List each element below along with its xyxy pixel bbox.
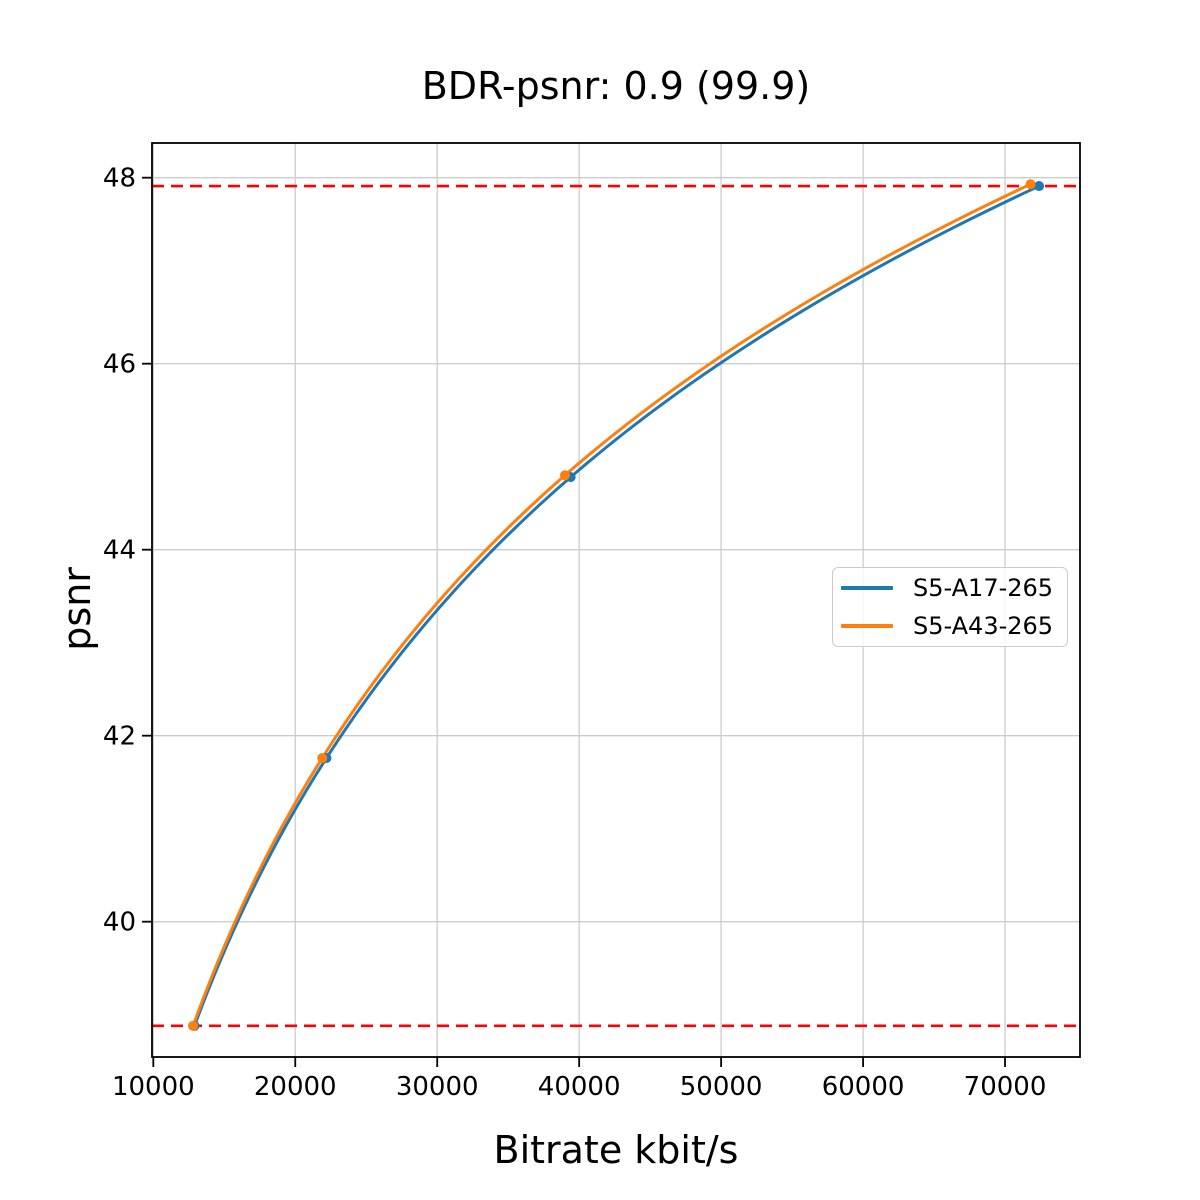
x-tick-label: 60000 [822, 1072, 905, 1102]
x-tick-label: 30000 [396, 1072, 479, 1102]
data-point-marker [559, 470, 570, 481]
data-point-marker [1034, 181, 1045, 192]
series-curve [192, 184, 1041, 1028]
data-point-marker [1025, 179, 1036, 190]
y-tick-label: 48 [103, 164, 136, 194]
x-tick-label: 50000 [680, 1072, 763, 1102]
legend-item: S5-A17-265 [833, 574, 1067, 602]
legend-line-sample-icon [841, 586, 893, 590]
y-axis-label: psnr [55, 567, 100, 651]
series-curve [191, 182, 1033, 1028]
y-tick-label: 46 [103, 350, 136, 380]
data-point-marker [188, 1020, 199, 1031]
x-tick-label: 40000 [538, 1072, 621, 1102]
legend: S5-A17-265 S5-A43-265 [832, 567, 1068, 647]
x-tick-label: 70000 [964, 1072, 1047, 1102]
plot-border [151, 142, 1081, 1058]
y-tick-label: 40 [103, 908, 136, 938]
legend-item: S5-A43-265 [833, 612, 1067, 640]
data-point-marker [317, 753, 328, 764]
x-axis-label: Bitrate kbit/s [493, 1128, 739, 1172]
x-tick-label: 10000 [112, 1072, 195, 1102]
x-tick-label: 20000 [254, 1072, 337, 1102]
y-tick-label: 44 [103, 536, 136, 566]
chart-title: BDR-psnr: 0.9 (99.9) [421, 64, 811, 108]
legend-label: S5-A17-265 [913, 574, 1054, 602]
legend-line-sample-icon [841, 624, 893, 628]
legend-label: S5-A43-265 [913, 612, 1054, 640]
y-tick-label: 42 [103, 722, 136, 752]
